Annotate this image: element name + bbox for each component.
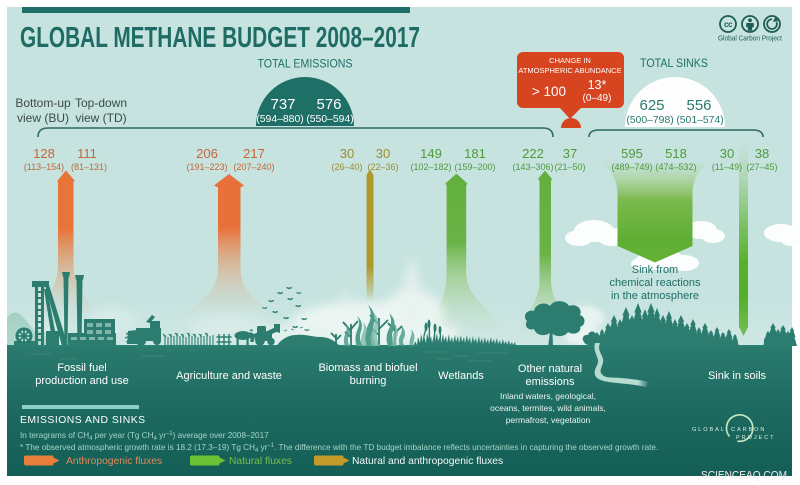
svg-text:Sink in soils: Sink in soils (708, 370, 767, 382)
svg-text:(143–306): (143–306) (512, 162, 553, 172)
svg-text:13*: 13* (588, 78, 607, 92)
svg-text:Natural fluxes: Natural fluxes (229, 456, 292, 467)
svg-text:37: 37 (563, 146, 577, 161)
svg-text:Natural and anthropogenic flu: Natural and anthropogenic fluxes (352, 456, 503, 467)
svg-text:595: 595 (621, 146, 643, 161)
svg-text:181: 181 (464, 146, 486, 161)
svg-text:111: 111 (77, 146, 97, 161)
svg-text:576: 576 (316, 96, 341, 113)
svg-text:149: 149 (420, 146, 442, 161)
svg-text:(207–240): (207–240) (233, 162, 274, 172)
svg-text:Wetlands: Wetlands (438, 370, 484, 382)
svg-text:* The observed atmospheric gro: * The observed atmospheric growth rate i… (20, 443, 658, 454)
svg-text:(159–200): (159–200) (454, 162, 495, 172)
svg-text:ATMOSPHERIC ABUNDANCE: ATMOSPHERIC ABUNDANCE (518, 66, 621, 75)
svg-text:Sink from: Sink from (632, 264, 678, 276)
svg-text:emissions: emissions (526, 376, 575, 388)
svg-text:217: 217 (243, 146, 265, 161)
svg-text:222: 222 (522, 146, 544, 161)
svg-text:(594–880): (594–880) (256, 114, 303, 125)
svg-text:in the atmosphere: in the atmosphere (611, 290, 699, 302)
svg-text:30: 30 (720, 146, 734, 161)
svg-text:GLOBAL: GLOBAL (692, 427, 726, 433)
svg-text:CARBON: CARBON (731, 427, 766, 433)
svg-text:Global Carbon Project: Global Carbon Project (718, 36, 782, 43)
svg-text:Biomass and biofuel: Biomass and biofuel (318, 362, 417, 374)
svg-text:EMISSIONS AND SINKS: EMISSIONS AND SINKS (20, 415, 146, 426)
svg-text:production and use: production and use (35, 375, 129, 387)
svg-text:Anthropogenic fluxes: Anthropogenic fluxes (66, 456, 162, 467)
svg-text:chemical reactions: chemical reactions (609, 277, 701, 289)
svg-text:30: 30 (376, 146, 390, 161)
svg-text:Fossil fuel: Fossil fuel (57, 362, 107, 374)
svg-text:(113–154): (113–154) (24, 162, 64, 172)
svg-text:PROJECT: PROJECT (736, 435, 775, 441)
svg-text:30: 30 (340, 146, 354, 161)
svg-text:(22–36): (22–36) (367, 162, 398, 172)
svg-text:(489–749): (489–749) (611, 162, 652, 172)
svg-text:Top-down: Top-down (75, 96, 127, 110)
svg-text:128: 128 (33, 146, 55, 161)
svg-text:518: 518 (665, 146, 687, 161)
svg-text:Other natural: Other natural (518, 363, 582, 375)
svg-text:(27–45): (27–45) (746, 162, 777, 172)
svg-text:625: 625 (639, 97, 664, 114)
svg-text:737: 737 (270, 96, 295, 113)
svg-text:In teragrams of CH4 per year (: In teragrams of CH4 per year (Tg CH4 yr–… (20, 431, 269, 442)
svg-text:GLOBAL METHANE BUDGET 2008–201: GLOBAL METHANE BUDGET 2008–2017 (20, 22, 420, 54)
svg-text:(550–594): (550–594) (306, 114, 353, 125)
svg-text:Inland waters, geological,: Inland waters, geological, (500, 391, 596, 401)
svg-text:(501–574): (501–574) (676, 115, 723, 126)
svg-text:(11–49): (11–49) (712, 162, 742, 172)
svg-text:Bottom-up: Bottom-up (15, 96, 71, 110)
svg-text:(26–40): (26–40) (331, 162, 362, 172)
svg-text:cc: cc (724, 20, 733, 29)
svg-text:(500–798): (500–798) (626, 115, 673, 126)
svg-text:CHANGE IN: CHANGE IN (549, 56, 591, 65)
svg-text:556: 556 (686, 97, 711, 114)
svg-text:(81–131): (81–131) (71, 162, 107, 172)
svg-text:38: 38 (755, 146, 769, 161)
svg-text:(21–50): (21–50) (554, 162, 585, 172)
svg-text:(102–182): (102–182) (410, 162, 451, 172)
svg-text:Agriculture and waste: Agriculture and waste (176, 370, 282, 382)
svg-text:SCIENCEAQ.COM: SCIENCEAQ.COM (701, 470, 787, 482)
svg-text:TOTAL SINKS: TOTAL SINKS (640, 58, 708, 70)
svg-text:permafrost, vegetation: permafrost, vegetation (506, 415, 591, 425)
svg-text:(191–223): (191–223) (186, 162, 227, 172)
svg-text:206: 206 (196, 146, 218, 161)
svg-text:TOTAL EMISSIONS: TOTAL EMISSIONS (258, 59, 353, 71)
svg-text:> 100: > 100 (532, 84, 566, 99)
svg-text:(474–532): (474–532) (655, 162, 696, 172)
svg-text:oceans, termites, wild animals: oceans, termites, wild animals, (490, 403, 606, 413)
svg-text:(0–49): (0–49) (583, 93, 612, 104)
svg-text:view (TD): view (TD) (75, 111, 126, 125)
svg-text:burning: burning (350, 375, 387, 387)
svg-text:view (BU): view (BU) (17, 111, 69, 125)
